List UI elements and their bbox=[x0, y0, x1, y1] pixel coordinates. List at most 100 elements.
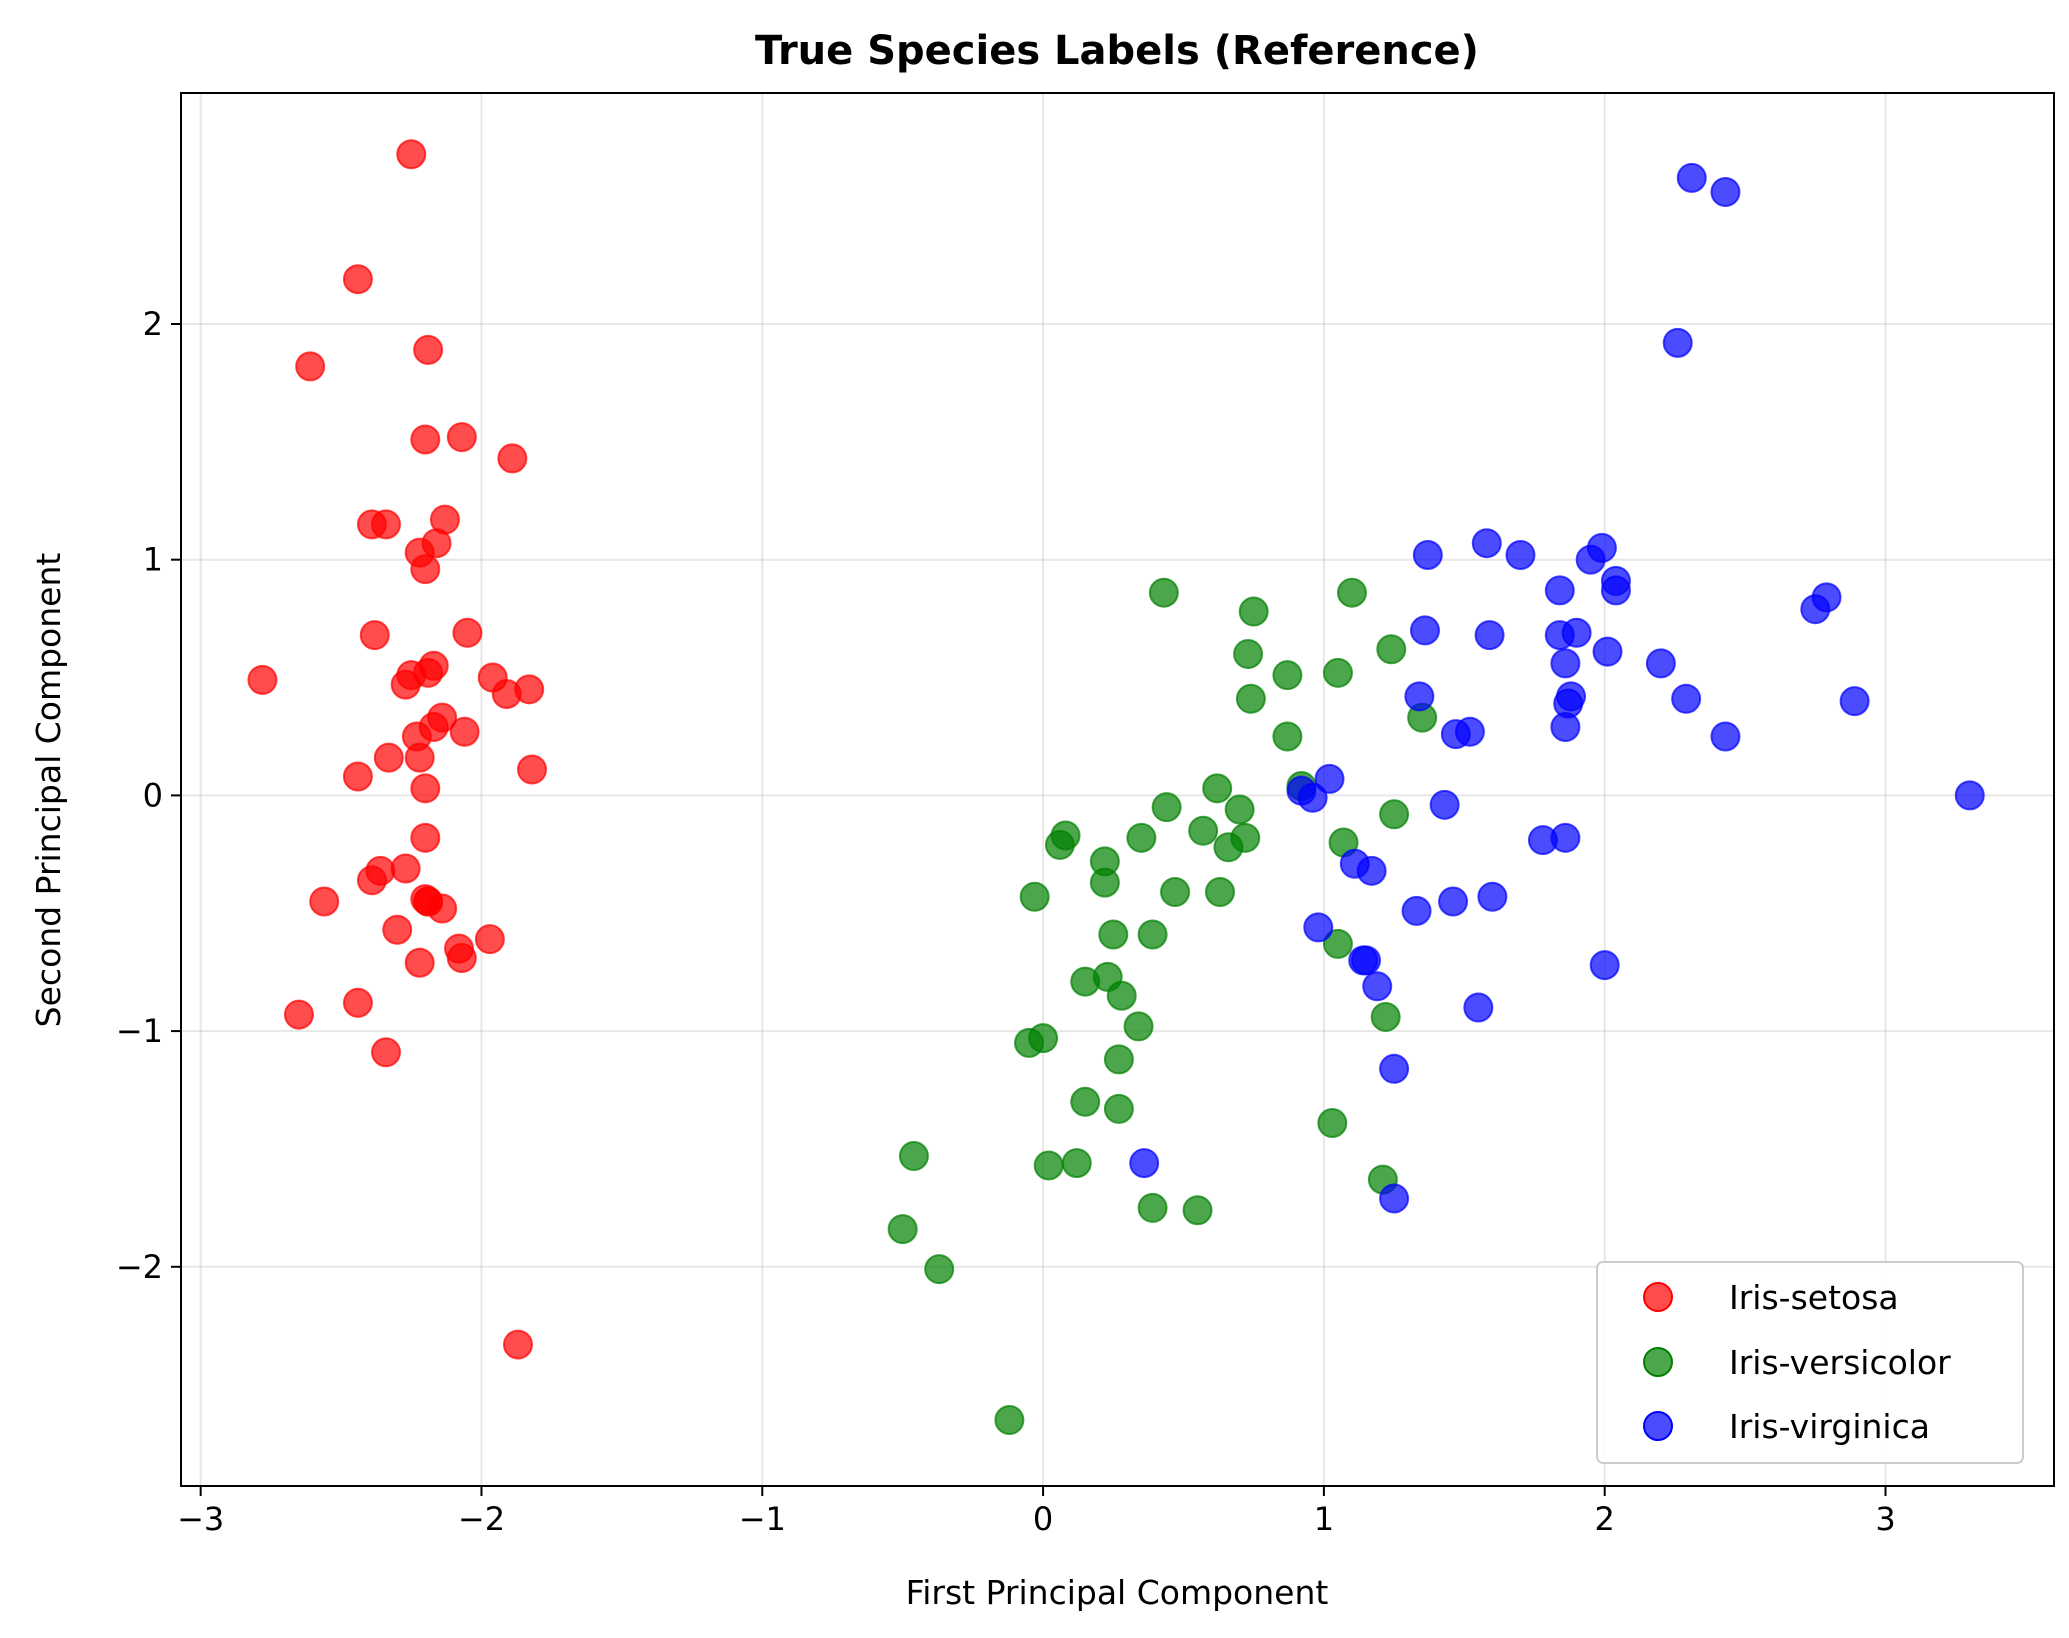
point-iris-virginica bbox=[1409, 615, 1440, 646]
point-iris-virginica bbox=[1440, 719, 1471, 750]
point-iris-virginica bbox=[1550, 822, 1581, 853]
legend-marker-iris-versicolor bbox=[1643, 1347, 1673, 1377]
x-tick-label: −3 bbox=[177, 1500, 224, 1538]
point-iris-versicolor bbox=[1322, 928, 1353, 959]
point-iris-versicolor bbox=[924, 1254, 955, 1285]
point-iris-versicolor bbox=[1370, 1001, 1401, 1032]
point-iris-virginica bbox=[1463, 992, 1494, 1023]
point-iris-versicolor bbox=[1019, 881, 1050, 912]
legend-box bbox=[1596, 1261, 2024, 1464]
point-iris-versicolor bbox=[1224, 794, 1255, 825]
point-iris-virginica bbox=[1954, 780, 1985, 811]
y-tick-label: −1 bbox=[116, 1012, 163, 1050]
point-iris-versicolor bbox=[1238, 596, 1269, 627]
point-iris-virginica bbox=[1129, 1148, 1160, 1179]
point-iris-virginica bbox=[1676, 162, 1707, 193]
point-iris-versicolor bbox=[1044, 829, 1075, 860]
y-tick-label: −2 bbox=[116, 1248, 163, 1286]
point-iris-setosa bbox=[418, 650, 449, 681]
point-iris-versicolor bbox=[887, 1214, 918, 1245]
point-iris-virginica bbox=[1356, 855, 1387, 886]
point-iris-versicolor bbox=[1204, 877, 1235, 908]
legend-marker-iris-virginica bbox=[1643, 1411, 1673, 1441]
point-iris-setosa bbox=[342, 987, 373, 1018]
point-iris-virginica bbox=[1671, 683, 1702, 714]
point-iris-setosa bbox=[446, 943, 477, 974]
point-iris-versicolor bbox=[1213, 832, 1244, 863]
point-iris-setosa bbox=[446, 422, 477, 453]
y-tick-label: 2 bbox=[143, 305, 163, 343]
point-iris-versicolor bbox=[1272, 721, 1303, 752]
point-iris-setosa bbox=[449, 716, 480, 747]
point-iris-setosa bbox=[382, 914, 413, 945]
x-tick-label: 2 bbox=[1595, 1500, 1615, 1538]
x-axis-label: First Principal Component bbox=[906, 1573, 1329, 1612]
point-iris-setosa bbox=[497, 443, 528, 474]
point-iris-setosa bbox=[309, 886, 340, 917]
point-iris-versicolor bbox=[1106, 980, 1137, 1011]
point-iris-setosa bbox=[373, 742, 404, 773]
point-iris-setosa bbox=[410, 822, 441, 853]
point-iris-virginica bbox=[1401, 895, 1432, 926]
point-iris-setosa bbox=[396, 139, 427, 170]
point-iris-virginica bbox=[1362, 971, 1393, 1002]
point-iris-setosa bbox=[247, 664, 278, 695]
point-iris-versicolor bbox=[1070, 966, 1101, 997]
data-points bbox=[247, 139, 1985, 1436]
point-iris-setosa bbox=[404, 947, 435, 978]
grid bbox=[181, 93, 2054, 1486]
point-iris-setosa bbox=[421, 528, 452, 559]
point-iris-setosa bbox=[413, 886, 444, 917]
y-tick-label: 1 bbox=[143, 541, 163, 579]
point-iris-versicolor bbox=[1233, 638, 1264, 669]
point-iris-setosa bbox=[283, 999, 314, 1030]
y-tick-label: 0 bbox=[143, 776, 163, 814]
point-iris-virginica bbox=[1412, 539, 1443, 570]
x-tick-label: 0 bbox=[1033, 1500, 1053, 1538]
point-iris-virginica bbox=[1575, 544, 1606, 575]
point-iris-versicolor bbox=[1123, 1011, 1154, 1042]
point-iris-virginica bbox=[1550, 712, 1581, 743]
point-iris-versicolor bbox=[1336, 577, 1367, 608]
point-iris-virginica bbox=[1314, 763, 1345, 794]
point-iris-versicolor bbox=[1379, 799, 1410, 830]
point-iris-versicolor bbox=[1148, 577, 1179, 608]
x-tick-label: −1 bbox=[739, 1500, 786, 1538]
point-iris-versicolor bbox=[1272, 660, 1303, 691]
point-iris-setosa bbox=[370, 1037, 401, 1068]
point-iris-virginica bbox=[1556, 681, 1587, 712]
point-iris-versicolor bbox=[1126, 822, 1157, 853]
chart-title: True Species Labels (Reference) bbox=[755, 28, 1479, 74]
point-iris-virginica bbox=[1839, 686, 1870, 717]
point-iris-versicolor bbox=[1033, 1150, 1064, 1181]
point-iris-virginica bbox=[1550, 648, 1581, 679]
point-iris-virginica bbox=[1471, 528, 1502, 559]
point-iris-versicolor bbox=[1089, 867, 1120, 898]
point-iris-setosa bbox=[474, 924, 505, 955]
point-iris-virginica bbox=[1600, 575, 1631, 606]
x-tick-label: 3 bbox=[1875, 1500, 1895, 1538]
x-tick-label: −2 bbox=[458, 1500, 505, 1538]
point-iris-setosa bbox=[390, 853, 421, 884]
point-iris-virginica bbox=[1429, 789, 1460, 820]
point-iris-versicolor bbox=[898, 1141, 929, 1172]
point-iris-setosa bbox=[514, 674, 545, 705]
point-iris-virginica bbox=[1589, 950, 1620, 981]
point-iris-virginica bbox=[1404, 681, 1435, 712]
point-iris-setosa bbox=[359, 620, 390, 651]
legend: Iris-setosa Iris-versicolor Iris-virgini… bbox=[1596, 1261, 2024, 1464]
point-iris-setosa bbox=[418, 712, 449, 743]
point-iris-versicolor bbox=[1103, 1093, 1134, 1124]
y-axis-label: Second Principal Component bbox=[29, 553, 68, 1028]
point-iris-versicolor bbox=[1137, 1192, 1168, 1223]
point-iris-virginica bbox=[1297, 782, 1328, 813]
point-iris-virginica bbox=[1662, 327, 1693, 358]
point-iris-versicolor bbox=[1070, 1086, 1101, 1117]
point-iris-versicolor bbox=[1322, 657, 1353, 688]
point-iris-setosa bbox=[295, 351, 326, 382]
point-iris-setosa bbox=[370, 509, 401, 540]
point-iris-versicolor bbox=[1160, 877, 1191, 908]
point-iris-versicolor bbox=[1151, 792, 1182, 823]
point-iris-setosa bbox=[356, 865, 387, 896]
